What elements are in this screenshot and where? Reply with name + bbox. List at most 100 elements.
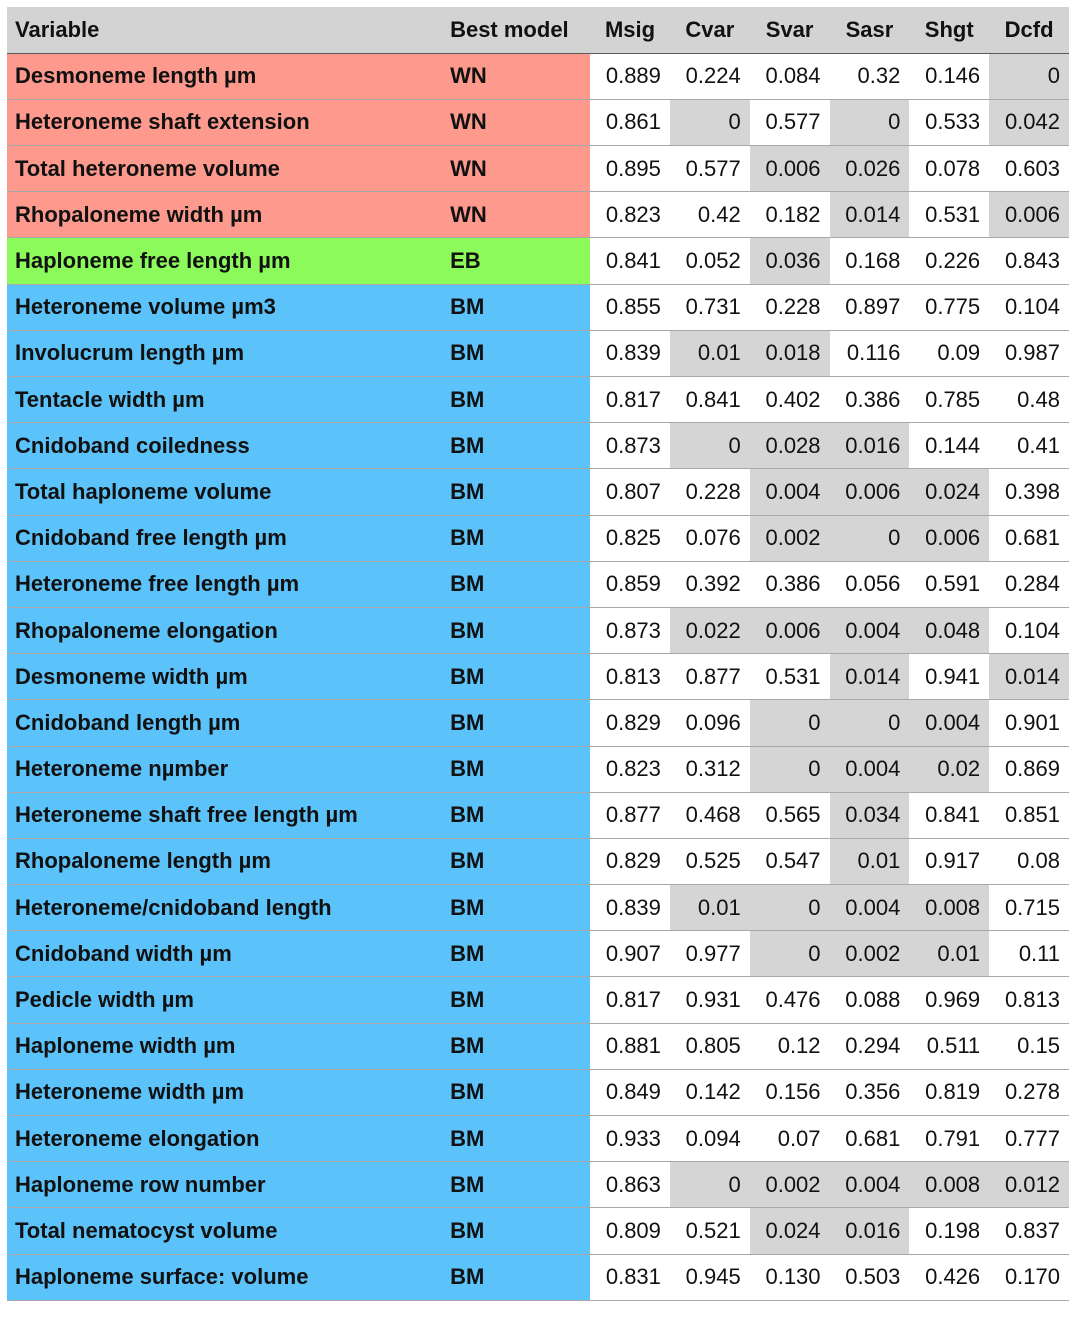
- table-row: Heteroneme width µm BM 0.849 0.142 0.156 0.35…: [7, 1069, 1069, 1117]
- dcfd-value-cell: 0.104: [989, 607, 1069, 655]
- msig-value-cell: 0.825: [590, 515, 670, 562]
- cvar-value-cell: 0.577: [669, 145, 750, 193]
- svar-value-cell: 0.130: [749, 1254, 830, 1301]
- header-variable: Variable: [7, 7, 443, 54]
- dcfd-value-cell: 0.170: [989, 1254, 1069, 1301]
- sasr-value-cell: 0.356: [829, 1069, 910, 1117]
- best-model-cell: BM: [442, 884, 591, 932]
- msig-value-cell: 0.841: [590, 237, 670, 285]
- msig-value-cell: 0.877: [590, 792, 670, 839]
- variable-cell: Heteroneme volume µm3: [7, 284, 443, 331]
- dcfd-value-cell: 0.104: [989, 284, 1069, 331]
- variable-cell: Haploneme free length µm: [7, 237, 443, 285]
- table-row: Heteroneme volume µm3 BM 0.855 0.731 0.228 0.…: [7, 284, 1069, 331]
- variable-cell: Involucrum length µm: [7, 330, 443, 378]
- table-row: Rhopaloneme width µm WN 0.823 0.42 0.182 0.01…: [7, 191, 1069, 239]
- msig-value-cell: 0.813: [590, 653, 670, 701]
- variable-cell: Rhopaloneme width µm: [7, 191, 443, 239]
- table-body: Desmoneme length µm WN 0.889 0.224 0.084 0.32…: [7, 53, 1069, 1301]
- table-row: Rhopaloneme length µm BM 0.829 0.525 0.547 0.…: [7, 838, 1069, 886]
- variable-cell: Heteroneme/cnidoband length: [7, 884, 443, 932]
- shgt-value-cell: 0.198: [909, 1207, 990, 1255]
- cvar-value-cell: 0.841: [669, 376, 750, 424]
- sasr-value-cell: 0.294: [829, 1023, 910, 1070]
- dcfd-value-cell: 0.014: [989, 653, 1069, 701]
- svar-value-cell: 0.12: [749, 1023, 830, 1070]
- model-selection-table: Variable Best model Msig Cvar Svar Sasr …: [7, 7, 1069, 1301]
- cvar-value-cell: 0.096: [669, 699, 750, 747]
- shgt-value-cell: 0.785: [909, 376, 990, 424]
- sasr-value-cell: 0.004: [829, 1161, 910, 1209]
- header-msig: Msig: [590, 7, 670, 54]
- dcfd-value-cell: 0.08: [989, 838, 1069, 886]
- sasr-value-cell: 0.004: [829, 884, 910, 932]
- best-model-cell: BM: [442, 422, 591, 470]
- cvar-value-cell: 0: [669, 1161, 750, 1209]
- table-row: Total heteroneme volume WN 0.895 0.577 0.006…: [7, 145, 1069, 193]
- msig-value-cell: 0.823: [590, 746, 670, 793]
- sasr-value-cell: 0.004: [829, 607, 910, 655]
- table-row: Heteroneme shaft extension WN 0.861 0 0.577 0…: [7, 99, 1069, 147]
- shgt-value-cell: 0.144: [909, 422, 990, 470]
- shgt-value-cell: 0.819: [909, 1069, 990, 1117]
- svar-value-cell: 0.182: [749, 191, 830, 239]
- table-row: Cnidoband width µm BM 0.907 0.977 0 0.002 0.01…: [7, 930, 1069, 978]
- shgt-value-cell: 0.02: [909, 746, 990, 793]
- svar-value-cell: 0.565: [749, 792, 830, 839]
- best-model-cell: BM: [442, 792, 591, 839]
- msig-value-cell: 0.831: [590, 1254, 670, 1301]
- variable-cell: Cnidoband width µm: [7, 930, 443, 978]
- sasr-value-cell: 0.014: [829, 191, 910, 239]
- cvar-value-cell: 0.521: [669, 1207, 750, 1255]
- svar-value-cell: 0.386: [749, 561, 830, 608]
- sasr-value-cell: 0: [829, 515, 910, 562]
- best-model-cell: BM: [442, 930, 591, 978]
- variable-cell: Haploneme width µm: [7, 1023, 443, 1070]
- sasr-value-cell: 0.034: [829, 792, 910, 839]
- dcfd-value-cell: 0.41: [989, 422, 1069, 470]
- sasr-value-cell: 0.002: [829, 930, 910, 978]
- variable-cell: Heteroneme width µm: [7, 1069, 443, 1117]
- best-model-cell: BM: [442, 838, 591, 886]
- best-model-cell: WN: [442, 53, 591, 100]
- sasr-value-cell: 0.116: [829, 330, 910, 378]
- sasr-value-cell: 0: [829, 699, 910, 747]
- best-model-cell: BM: [442, 1069, 591, 1117]
- cvar-value-cell: 0: [669, 99, 750, 147]
- best-model-cell: BM: [442, 699, 591, 747]
- best-model-cell: BM: [442, 1023, 591, 1070]
- best-model-cell: BM: [442, 376, 591, 424]
- sasr-value-cell: 0.088: [829, 976, 910, 1024]
- best-model-cell: BM: [442, 1207, 591, 1255]
- dcfd-value-cell: 0.901: [989, 699, 1069, 747]
- cvar-value-cell: 0.01: [669, 330, 750, 378]
- dcfd-value-cell: 0.851: [989, 792, 1069, 839]
- shgt-value-cell: 0.941: [909, 653, 990, 701]
- cvar-value-cell: 0.052: [669, 237, 750, 285]
- svar-value-cell: 0.547: [749, 838, 830, 886]
- cvar-value-cell: 0.228: [669, 468, 750, 516]
- svar-value-cell: 0.018: [749, 330, 830, 378]
- best-model-cell: BM: [442, 746, 591, 793]
- shgt-value-cell: 0.841: [909, 792, 990, 839]
- cvar-value-cell: 0: [669, 422, 750, 470]
- cvar-value-cell: 0.468: [669, 792, 750, 839]
- svar-value-cell: 0.228: [749, 284, 830, 331]
- msig-value-cell: 0.829: [590, 838, 670, 886]
- svar-value-cell: 0.028: [749, 422, 830, 470]
- variable-cell: Cnidoband length µm: [7, 699, 443, 747]
- best-model-cell: BM: [442, 1161, 591, 1209]
- cvar-value-cell: 0.076: [669, 515, 750, 562]
- best-model-cell: WN: [442, 191, 591, 239]
- msig-value-cell: 0.907: [590, 930, 670, 978]
- cvar-value-cell: 0.945: [669, 1254, 750, 1301]
- cvar-value-cell: 0.42: [669, 191, 750, 239]
- table-row: Haploneme width µm BM 0.881 0.805 0.12 0.294 0…: [7, 1023, 1069, 1070]
- table-row: Cnidoband free length µm BM 0.825 0.076 0.00…: [7, 515, 1069, 562]
- table-row: Rhopaloneme elongation BM 0.873 0.022 0.006 0…: [7, 607, 1069, 655]
- best-model-cell: BM: [442, 653, 591, 701]
- header-row: Variable Best model Msig Cvar Svar Sasr …: [7, 7, 1069, 54]
- svar-value-cell: 0: [749, 930, 830, 978]
- shgt-value-cell: 0.917: [909, 838, 990, 886]
- sasr-value-cell: 0.32: [829, 53, 910, 100]
